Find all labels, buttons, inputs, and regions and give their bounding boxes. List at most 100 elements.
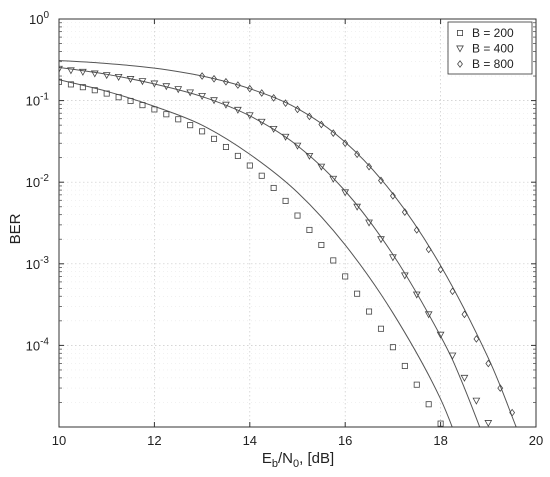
legend-marker: [456, 45, 464, 53]
series-3-point: [497, 384, 504, 392]
y-axis-title: BER: [7, 213, 24, 244]
series-2-point: [460, 374, 469, 382]
y-tick-label-base: 10: [26, 175, 40, 190]
series-2-point: [389, 254, 397, 262]
series-1-point: [425, 401, 432, 408]
y-tick-label: 10-2: [26, 173, 50, 190]
series-1-point: [270, 184, 277, 191]
series-2: [59, 65, 493, 427]
plot-data: [59, 60, 517, 427]
x-axis-title-sub-0: 0: [293, 458, 299, 470]
series-3-point: [223, 77, 229, 86]
series-1-point: [103, 90, 110, 97]
series-2-point: [377, 236, 385, 244]
series-1-point: [163, 111, 170, 118]
series-1-point: [234, 152, 241, 159]
series-1-point: [318, 241, 325, 248]
series-3-point: [330, 129, 337, 137]
series-1: [59, 78, 453, 427]
series-2-point: [59, 65, 63, 73]
x-axis-title-n: /N: [278, 450, 293, 467]
series-2-point: [233, 106, 242, 114]
x-tick-label: 14: [243, 433, 257, 448]
series-3-point: [246, 84, 253, 93]
series-3-point: [473, 335, 480, 343]
series-3-point: [294, 105, 301, 114]
series-2-point: [269, 125, 278, 133]
y-tick-label: 10-1: [26, 92, 50, 109]
series-2-point: [114, 73, 123, 81]
series-1-point: [294, 212, 301, 219]
series-2-point: [400, 272, 409, 280]
series-2-point: [174, 86, 183, 94]
series-3-point: [366, 162, 372, 171]
series-3-point: [449, 287, 456, 296]
legend-label: B = 200: [472, 26, 514, 40]
series-2-point: [162, 83, 171, 91]
x-tick-label: 20: [529, 433, 543, 448]
plot-frame: [58, 18, 537, 428]
series-2-point: [210, 97, 218, 105]
series-2-point: [78, 68, 87, 76]
series-2-point: [341, 189, 350, 197]
series-3-point: [354, 150, 361, 159]
series-1-point: [246, 162, 253, 169]
series-1-point: [366, 308, 373, 315]
y-tick-label-base: 10: [26, 338, 40, 353]
series-3-point: [211, 74, 217, 83]
series-2-point: [365, 219, 373, 227]
series-2-point: [138, 78, 147, 86]
series-2-point: [436, 331, 445, 339]
y-tick-label-base: 10: [29, 12, 43, 27]
series-3-point: [437, 265, 444, 274]
series-1-fit-line: [59, 79, 453, 427]
series-3-point: [378, 176, 384, 185]
series-1-point: [127, 97, 134, 104]
legend-entry: B = 200: [456, 26, 514, 40]
series-1-point: [401, 362, 408, 369]
legend-entry: B = 800: [457, 57, 514, 71]
series-3-point: [306, 112, 313, 121]
series-2-point: [281, 133, 290, 141]
y-tick-label-exponent: -4: [40, 336, 49, 347]
series-2-point: [317, 163, 326, 171]
series-3-point: [342, 139, 349, 148]
series-2-point: [305, 152, 314, 160]
series-1-point: [354, 290, 361, 297]
x-axis-title-e: E: [262, 450, 272, 467]
series-2-point: [472, 397, 481, 405]
x-tick-label: 16: [338, 433, 352, 448]
series-3-point: [199, 72, 205, 80]
series-2-point: [90, 70, 99, 78]
y-tick-label: 100: [29, 10, 49, 27]
series-1-point: [115, 94, 122, 101]
x-tick-label: 10: [52, 433, 66, 448]
series-1-point: [306, 226, 313, 233]
series-2-point: [150, 80, 159, 88]
legend-label: B = 800: [472, 57, 514, 71]
series-1-point: [199, 128, 206, 135]
series-1-point: [389, 344, 396, 351]
series-2-point: [186, 89, 195, 97]
series-1-point: [211, 135, 218, 142]
series-1-point: [342, 273, 349, 280]
series-3-point: [282, 99, 289, 108]
series-1-point: [258, 172, 265, 179]
series-1-point: [282, 197, 289, 204]
x-tick-label: 12: [147, 433, 161, 448]
series-2-point: [198, 92, 206, 100]
series-1-point: [330, 257, 337, 264]
series-2-point: [353, 203, 362, 211]
y-tick-label-exponent: 0: [43, 10, 49, 21]
series-3-point: [390, 192, 396, 200]
series-2-point: [329, 175, 338, 183]
series-3-point: [258, 89, 265, 97]
legend-entry: B = 400: [456, 42, 514, 56]
y-tick-label: 10-4: [26, 336, 50, 353]
y-tick-label-base: 10: [26, 94, 40, 109]
series-2-point: [102, 72, 111, 80]
